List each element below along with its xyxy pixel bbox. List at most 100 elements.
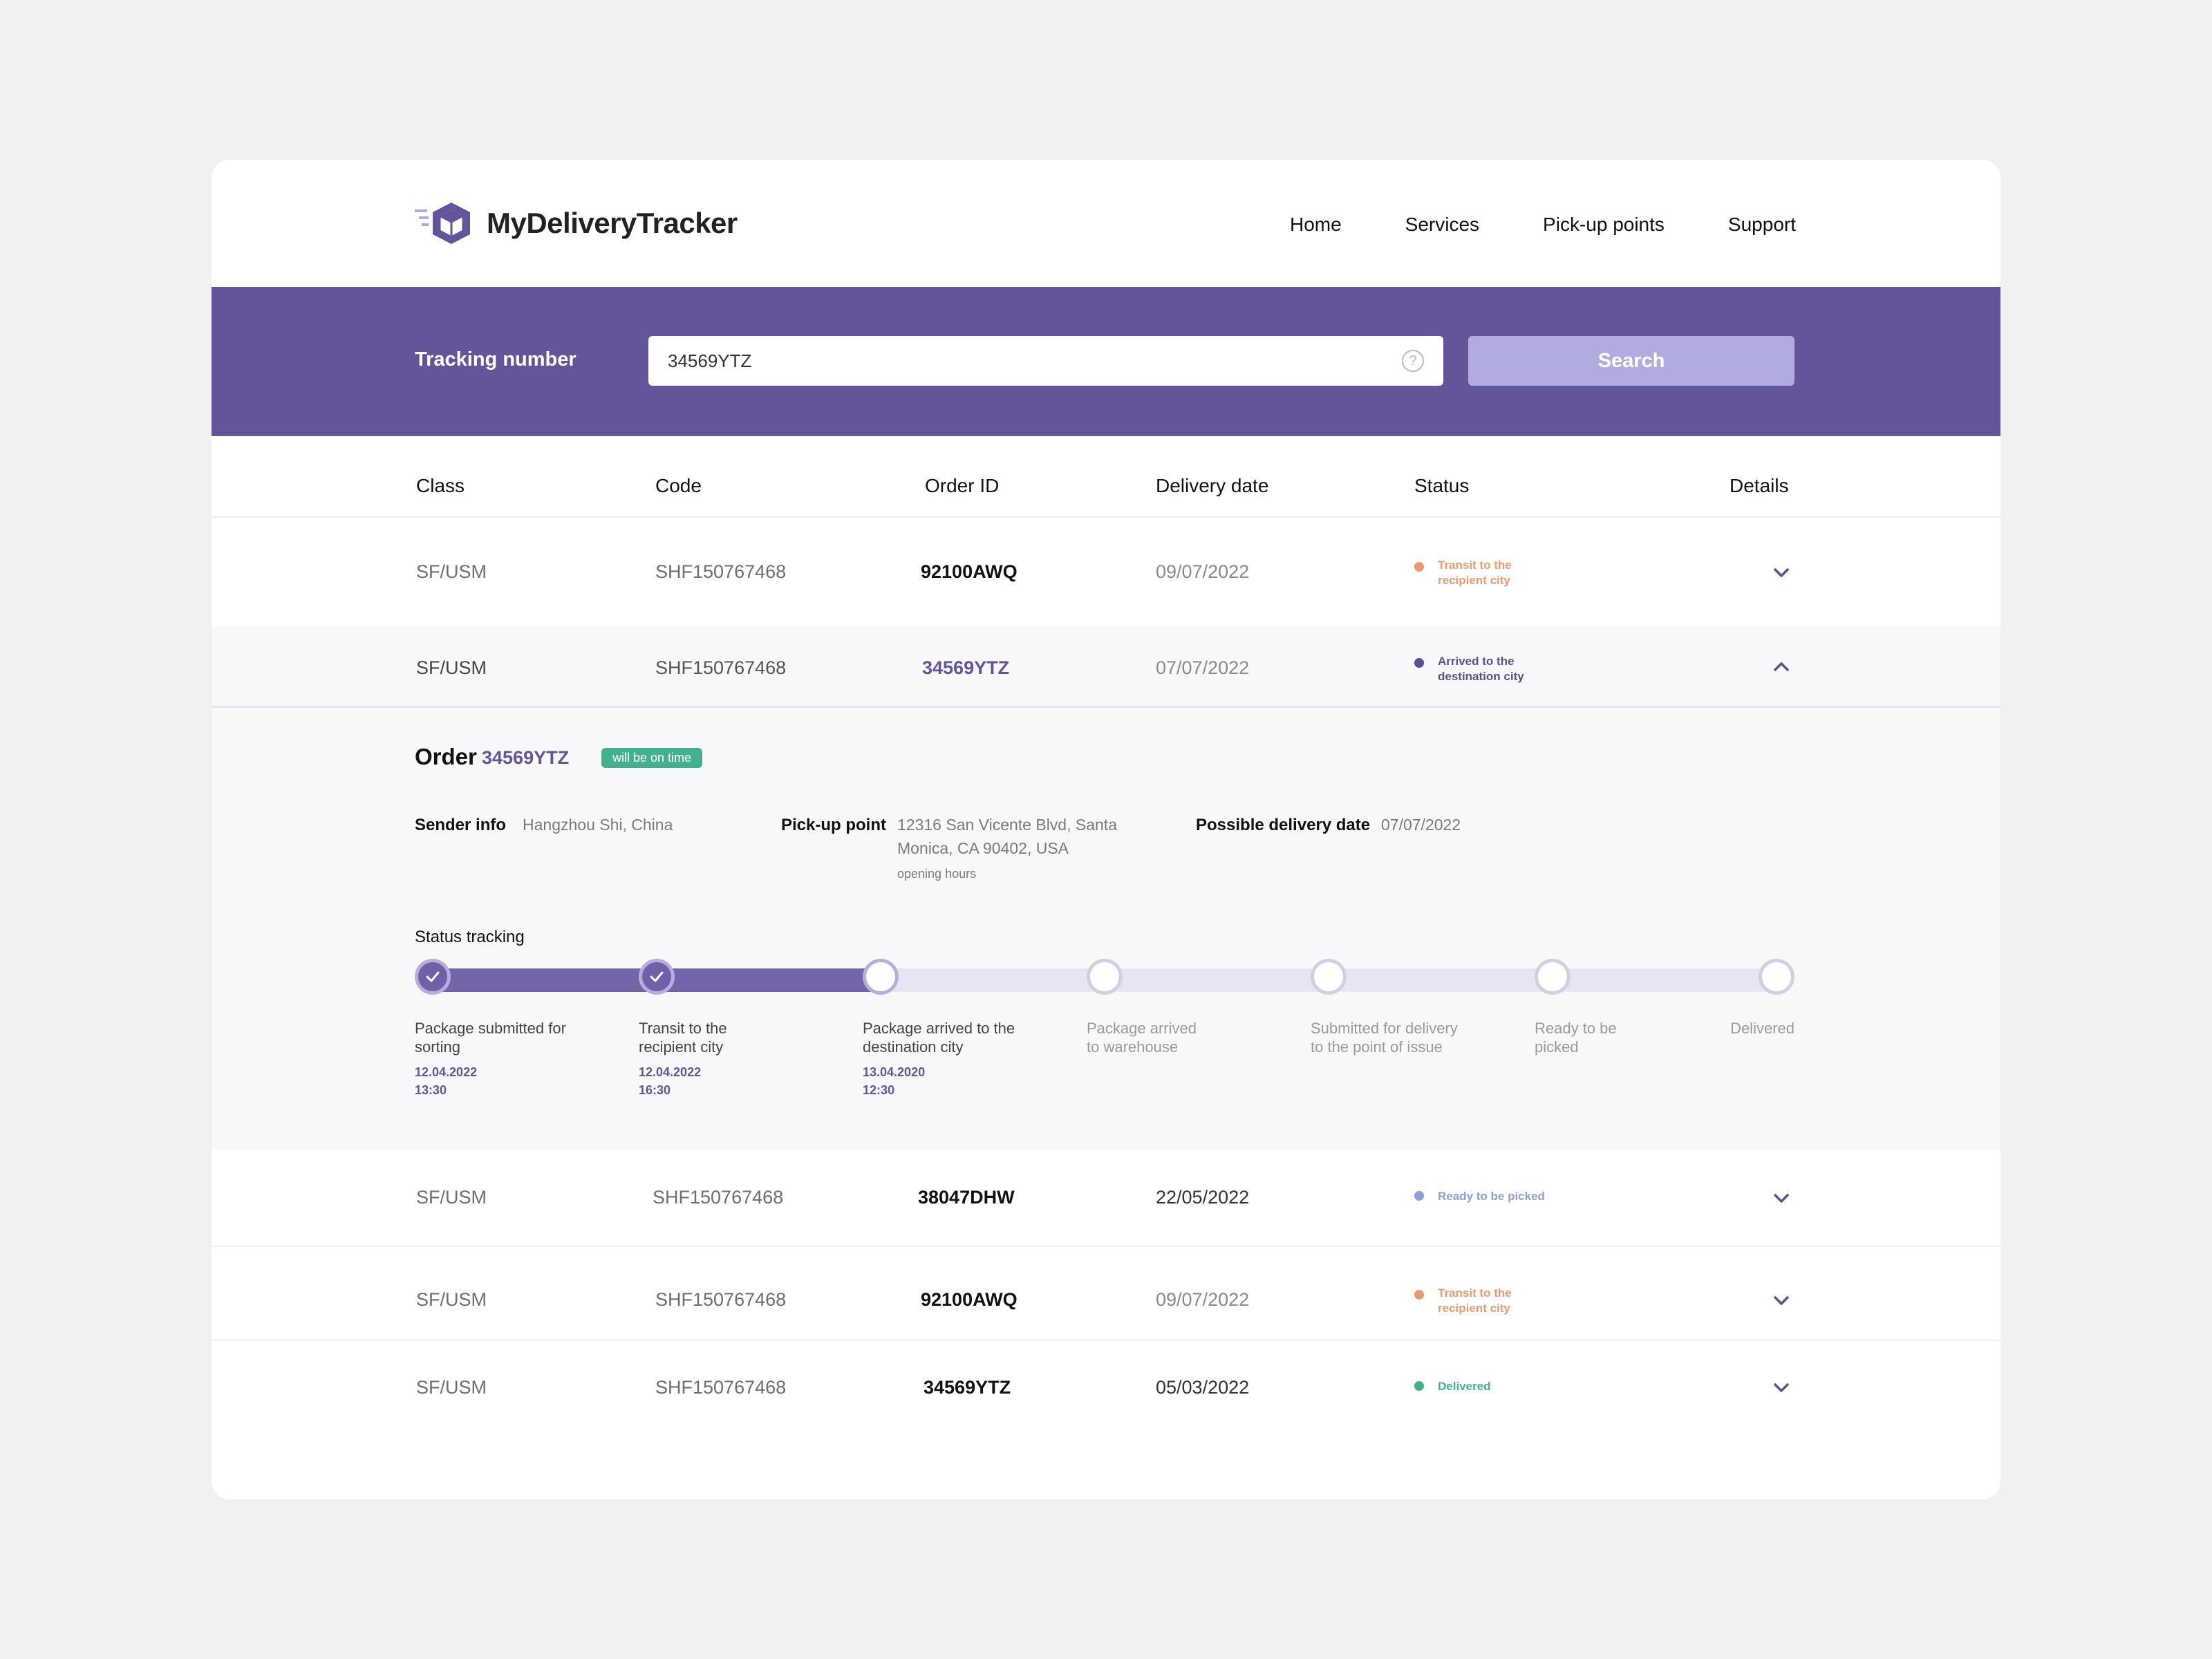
status-badge: Transit to the recipient city <box>1414 1286 1548 1316</box>
box-icon <box>415 203 470 244</box>
step-label-line: to warehouse <box>1087 1038 1179 1056</box>
step-label-line: Package arrived to the <box>863 1020 1015 1037</box>
status-dot <box>1414 1191 1424 1201</box>
tracking-number-label: Tracking number <box>415 348 577 371</box>
step-date: 12.04.2022 <box>415 1065 478 1079</box>
status-text: Ready to be picked <box>1438 1190 1545 1203</box>
row-divider <box>212 1340 2000 1341</box>
status-text: Transit to the recipient city <box>1438 1286 1512 1315</box>
nav-services[interactable]: Services <box>1405 214 1480 235</box>
brand-name: MyDeliveryTracker <box>487 207 738 239</box>
cell-delivery-date: 09/07/2022 <box>1156 1289 1250 1310</box>
check-icon <box>650 971 664 982</box>
search-button[interactable]: Search <box>1468 336 1794 386</box>
status-dot <box>1414 1381 1424 1391</box>
sender-info-value: Hangzhou Shi, China <box>523 816 673 834</box>
step-label-line: Delivered <box>1730 1020 1794 1037</box>
nav-support[interactable]: Support <box>1727 214 1796 235</box>
sender-info-label: Sender info <box>415 816 507 834</box>
step-node-done <box>639 959 675 995</box>
cell-class: SF/USM <box>416 1289 487 1310</box>
step-node-pending <box>1087 959 1123 995</box>
status-text: Arrived to the destination city <box>1438 655 1524 683</box>
status-badge: Ready to be picked <box>1414 1189 1590 1204</box>
order-id: 34569YTZ <box>482 747 570 768</box>
header-delivery-date: Delivery date <box>1156 475 1269 496</box>
step-label-line: destination city <box>863 1038 964 1056</box>
chevron-down-icon[interactable] <box>1771 1188 1792 1208</box>
step-node-done <box>415 959 451 995</box>
order-details-panel: Order 34569YTZ will be on time Sender in… <box>212 708 2000 1150</box>
chevron-down-icon[interactable] <box>1771 1377 1792 1398</box>
site-header: MyDeliveryTracker Home Services Pick-up … <box>212 160 2000 287</box>
header-status: Status <box>1414 475 1470 496</box>
table-header: Class Code Order ID Delivery date Status… <box>212 436 2000 518</box>
step-label-line: recipient city <box>639 1038 724 1056</box>
cell-class: SF/USM <box>416 561 487 582</box>
cell-delivery-date: 07/07/2022 <box>1156 657 1250 678</box>
check-icon <box>426 971 440 982</box>
help-circle-icon[interactable]: ? <box>1402 350 1424 372</box>
nav-pickup-points[interactable]: Pick-up points <box>1543 214 1665 235</box>
table-row[interactable]: SF/USM SHF150767468 38047DHW 22/05/2022 … <box>212 1150 2000 1246</box>
cell-code: SHF150767468 <box>655 561 787 582</box>
cell-delivery-date: 05/03/2022 <box>1156 1377 1250 1398</box>
status-dot <box>1414 1290 1424 1300</box>
table-row[interactable]: SF/USM SHF150767468 92100AWQ 09/07/2022 … <box>212 1247 2000 1341</box>
step-label: Transit to the recipient city <box>639 1019 832 1056</box>
tracking-number-input[interactable] <box>648 336 1443 386</box>
step-label: Package arrived to the destination city <box>863 1019 1056 1056</box>
cell-delivery-date: 22/05/2022 <box>1156 1187 1250 1208</box>
step-timestamp: 13.04.2020 12:30 <box>863 1063 925 1099</box>
chevron-up-icon[interactable] <box>1771 657 1792 677</box>
status-text: Transit to the recipient city <box>1438 559 1512 587</box>
step-label-line: to the point of issue <box>1311 1038 1443 1056</box>
step-label-line: Transit to the <box>639 1020 727 1037</box>
chevron-down-icon[interactable] <box>1771 562 1792 583</box>
step-node-pending <box>1759 959 1794 995</box>
step-time: 12:30 <box>863 1083 895 1097</box>
cell-code: SHF150767468 <box>655 1289 787 1310</box>
step-date: 13.04.2020 <box>863 1065 926 1079</box>
on-time-badge: will be on time <box>601 748 703 768</box>
step-label-line: picked <box>1535 1038 1579 1056</box>
step-label-line: Package submitted for <box>415 1020 566 1037</box>
cell-code: SHF150767468 <box>655 1377 787 1398</box>
step-date: 12.04.2022 <box>639 1065 702 1079</box>
cell-order-id: 92100AWQ <box>921 1289 1018 1310</box>
step-node-pending <box>1311 959 1347 995</box>
pickup-address-line1: 12316 San Vicente Blvd, Santa <box>897 816 1117 834</box>
chevron-down-icon[interactable] <box>1771 1290 1792 1311</box>
header-order-id: Order ID <box>925 475 1000 496</box>
cell-delivery-date: 09/07/2022 <box>1156 561 1250 582</box>
table-row[interactable]: SF/USM SHF150767468 92100AWQ 09/07/2022 … <box>212 519 2000 626</box>
order-title: Order <box>415 744 477 769</box>
pickup-address-line2: Monica, CA 90402, USA <box>897 839 1069 857</box>
header-code: Code <box>655 475 702 496</box>
step-node-pending <box>1535 959 1571 995</box>
status-dot <box>1414 562 1424 572</box>
status-text: Delivered <box>1438 1380 1491 1393</box>
opening-hours-link[interactable]: opening hours <box>897 867 977 881</box>
step-label-line: Package arrived <box>1087 1020 1197 1037</box>
row-divider <box>212 1246 2000 1247</box>
step-label: Ready to be picked <box>1535 1019 1728 1056</box>
status-badge: Delivered <box>1414 1379 1548 1394</box>
step-label: Delivered <box>1725 1019 1794 1038</box>
header-class: Class <box>416 475 465 496</box>
step-label-line: Submitted for delivery <box>1311 1020 1458 1037</box>
cell-order-id: 38047DHW <box>918 1187 1015 1208</box>
possible-delivery-value: 07/07/2022 <box>1381 816 1461 834</box>
step-label: Package arrived to warehouse <box>1087 1019 1280 1056</box>
step-time: 13:30 <box>415 1083 447 1097</box>
step-label: Package submitted for sorting <box>415 1019 608 1056</box>
status-dot <box>1414 658 1424 668</box>
table-row-expanded[interactable]: SF/USM SHF150767468 34569YTZ 07/07/2022 … <box>212 626 2000 708</box>
logo[interactable]: MyDeliveryTracker <box>415 201 738 245</box>
cell-code: SHF150767468 <box>653 1187 784 1208</box>
nav-home[interactable]: Home <box>1289 214 1342 235</box>
table-row[interactable]: SF/USM SHF150767468 34569YTZ 05/03/2022 … <box>212 1341 2000 1424</box>
cell-code: SHF150767468 <box>655 657 787 678</box>
step-label-line: Ready to be <box>1535 1020 1617 1037</box>
tracker-card: MyDeliveryTracker Home Services Pick-up … <box>212 160 2000 1499</box>
